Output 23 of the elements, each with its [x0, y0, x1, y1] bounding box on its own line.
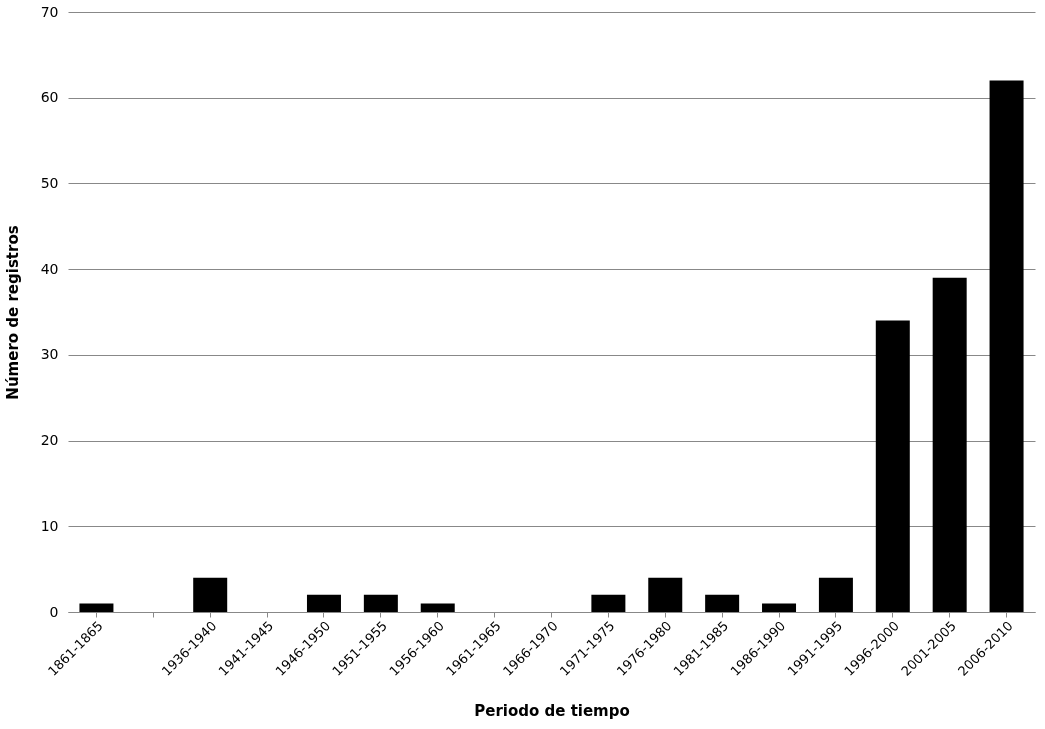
x-axis-title: Periodo de tiempo [474, 701, 630, 720]
bar [306, 594, 341, 612]
y-axis-title: Número de registros [3, 225, 22, 400]
bar [193, 577, 228, 612]
y-tick-label: 30 [40, 346, 59, 363]
bar [648, 577, 683, 612]
bar [932, 277, 967, 612]
y-tick-label: 50 [40, 174, 59, 191]
y-tick-label: 60 [40, 89, 59, 106]
bar [989, 80, 1024, 612]
y-tick-label: 40 [40, 260, 59, 277]
bar [420, 603, 455, 612]
y-tick-label: 20 [40, 432, 59, 449]
bar [363, 594, 398, 612]
y-tick-label: 70 [40, 3, 59, 20]
bar [875, 320, 910, 612]
bar [591, 594, 626, 612]
y-tick-label: 10 [40, 517, 59, 534]
bar [762, 603, 797, 612]
bar [705, 594, 740, 612]
bar [79, 603, 114, 612]
y-tick-label: 0 [49, 603, 59, 620]
bar [818, 577, 853, 612]
